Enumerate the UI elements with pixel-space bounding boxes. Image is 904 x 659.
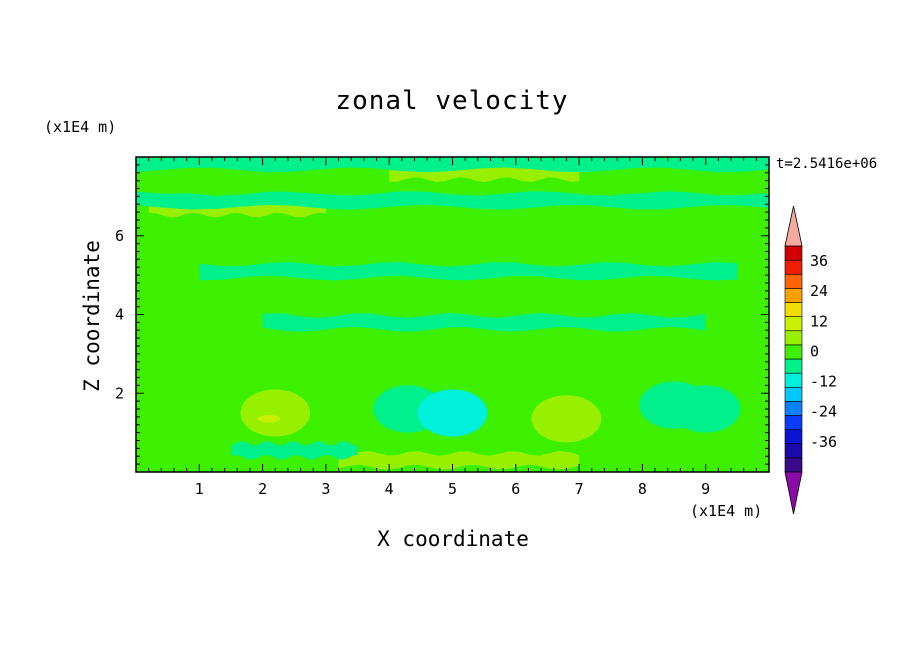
x-tick-label: 7 xyxy=(575,480,584,498)
y-tick-label: 4 xyxy=(115,306,124,324)
x-tick-label: 5 xyxy=(448,480,457,498)
velocity-band xyxy=(230,441,358,460)
colorbar-segment xyxy=(784,443,803,459)
colorbar-segment xyxy=(784,358,803,374)
velocity-eddy xyxy=(531,395,602,443)
colorbar-tick-label: -12 xyxy=(810,373,837,391)
x-axis-label: X coordinate xyxy=(377,527,529,551)
colorbar-tick-label: -24 xyxy=(810,403,837,421)
colorbar-min-arrow xyxy=(784,471,803,515)
velocity-band xyxy=(199,261,738,281)
colorbar-segment xyxy=(784,401,803,416)
time-annotation: t=2.5416e+06 xyxy=(776,156,878,172)
x-tick-label: 8 xyxy=(638,480,647,498)
velocity-band xyxy=(136,332,769,352)
velocity-eddy xyxy=(257,415,281,423)
colorbar-tick-label: 24 xyxy=(810,282,828,300)
x-axis-unit: (x1E4 m) xyxy=(690,502,763,520)
colorbar-max-arrow xyxy=(784,205,803,247)
colorbar-segment xyxy=(784,245,803,261)
colorbar-segment xyxy=(784,386,803,402)
colorbar-segment xyxy=(784,259,803,275)
colorbar-segment xyxy=(784,288,803,303)
x-tick-label: 2 xyxy=(258,480,267,498)
x-tick-label: 9 xyxy=(701,480,710,498)
y-axis-unit: (x1E4 m) xyxy=(44,118,117,136)
x-tick-label: 1 xyxy=(195,480,204,498)
velocity-eddy xyxy=(417,389,488,437)
colorbar-segment xyxy=(784,344,803,360)
y-axis-label: Z coordinate xyxy=(80,240,104,392)
colorbar-segment xyxy=(784,429,803,445)
velocity-eddy xyxy=(670,385,741,433)
colorbar-segment xyxy=(784,302,803,317)
velocity-band xyxy=(136,191,769,210)
x-tick-label: 3 xyxy=(321,480,330,498)
velocity-band xyxy=(136,175,769,194)
velocity-band xyxy=(262,313,706,332)
colorbar-tick-label: -36 xyxy=(810,433,837,451)
chart-title: zonal velocity xyxy=(335,86,569,116)
colorbar-segment xyxy=(784,330,803,346)
y-tick-label: 6 xyxy=(115,227,124,245)
velocity-band xyxy=(136,242,769,261)
y-tick-label: 2 xyxy=(115,384,124,402)
colorbar-segment xyxy=(784,273,803,289)
velocity-band xyxy=(338,450,580,470)
colorbar-segment xyxy=(784,372,803,388)
x-tick-label: 6 xyxy=(511,480,520,498)
colorbar-tick-label: 36 xyxy=(810,252,828,270)
contour-field xyxy=(136,157,769,472)
colorbar-tick-label: 0 xyxy=(810,342,819,360)
velocity-eddy xyxy=(240,389,311,437)
velocity-band xyxy=(136,285,769,305)
colorbar-tick-label: 12 xyxy=(810,312,828,330)
colorbar-segment xyxy=(784,316,803,332)
colorbar-segment xyxy=(784,457,803,473)
x-tick-label: 4 xyxy=(385,480,394,498)
colorbar-segment xyxy=(784,415,803,430)
